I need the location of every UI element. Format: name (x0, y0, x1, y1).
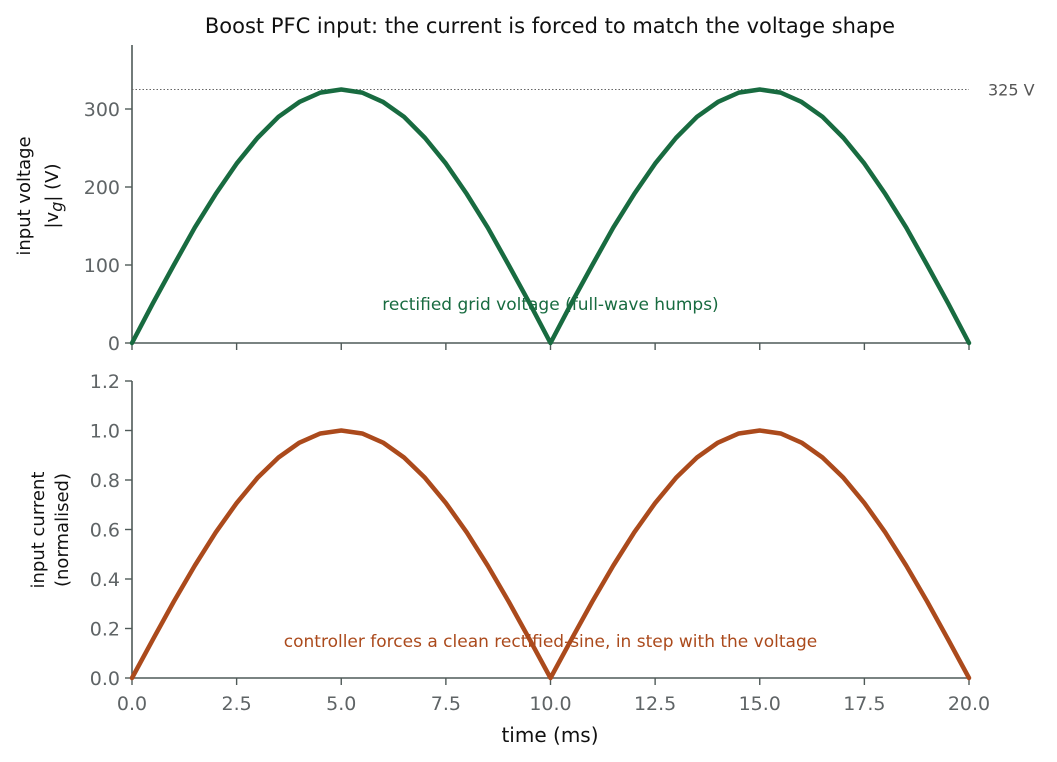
y-tick-label: 0 (108, 333, 120, 355)
y-tick-label: 300 (84, 99, 120, 121)
x-tick-label: 10.0 (529, 693, 571, 715)
reference-line-label: 325 V (988, 81, 1035, 100)
y-tick-label: 100 (84, 255, 120, 277)
voltage-panel: input voltage |vg| (V) 0 100 200 300 325 V re… (14, 45, 1035, 355)
annotation-text: rectified grid voltage (full-wave humps) (382, 295, 718, 315)
series-line (129, 87, 972, 346)
y-tick-label: 0.6 (90, 520, 120, 542)
x-tick-label: 0.0 (117, 693, 147, 715)
current-panel: input current (normalised) 0.0 0.2 0.4 0.6 0… (28, 371, 990, 715)
voltage-y-label-unit: |vg| (V) (42, 163, 66, 228)
y-tick-label: 0.2 (90, 619, 120, 641)
series-line (129, 428, 972, 681)
y-tick-label: 0.4 (90, 569, 120, 591)
y-tick-label: 0.8 (90, 470, 120, 492)
x-tick-label: 12.5 (634, 693, 676, 715)
current-y-label-unit: (normalised) (52, 473, 73, 587)
y-tick-label: 0.0 (90, 668, 120, 690)
x-tick-label: 7.5 (431, 693, 461, 715)
chart-title: Boost PFC input: the current is forced t… (205, 14, 895, 38)
x-tick-label: 15.0 (739, 693, 781, 715)
y-tick-label: 1.0 (90, 421, 120, 443)
x-tick-label: 20.0 (948, 693, 990, 715)
x-tick-label: 17.5 (843, 693, 885, 715)
voltage-y-label: input voltage (14, 136, 35, 255)
x-tick-label: 5.0 (326, 693, 356, 715)
annotation-text: controller forces a clean rectified-sine… (284, 632, 817, 652)
x-axis-label: time (ms) (501, 723, 598, 747)
y-tick-label: 200 (84, 177, 120, 199)
current-y-label: input current (28, 472, 49, 589)
x-tick-label: 2.5 (222, 693, 252, 715)
y-tick-label: 1.2 (90, 371, 120, 393)
